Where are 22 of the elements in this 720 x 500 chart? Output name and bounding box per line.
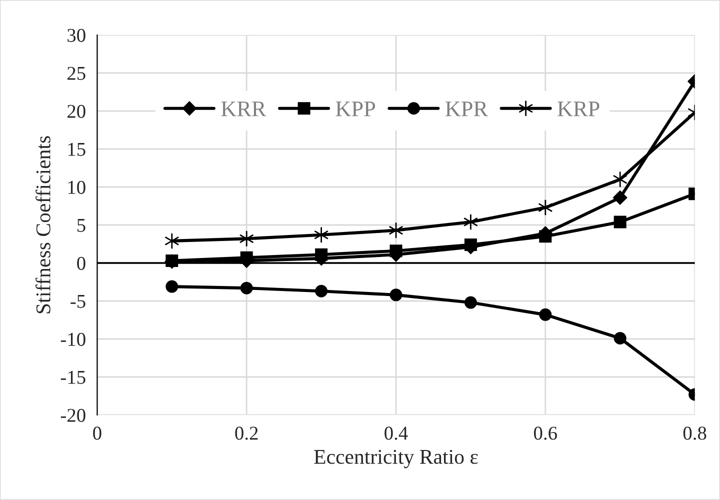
x-tick-label: 0.4 (384, 426, 408, 440)
y-tick-label: 10 (68, 180, 86, 194)
y-tick-label: 30 (68, 28, 86, 42)
x-tick-label: 0.8 (683, 426, 706, 440)
legend-label: KPP (336, 102, 376, 116)
legend-label: KRR (221, 102, 266, 116)
y-tick-label: 20 (68, 104, 86, 118)
y-tick-label: -20 (60, 408, 86, 422)
y-tick-label: -15 (60, 370, 86, 384)
x-tick-label: 0 (93, 426, 102, 440)
y-tick-label: -5 (70, 295, 86, 308)
y-tick-label: 5 (77, 219, 86, 232)
legend-label: KRP (558, 102, 600, 116)
y-tick-label: 15 (68, 142, 86, 156)
y-tick-label: -10 (60, 332, 86, 346)
x-tick-label: 0.2 (235, 426, 258, 440)
legend-label: KPR (445, 102, 488, 116)
y-tick-label: 0 (77, 256, 86, 270)
y-axis-title: Stiffness Coefficients (36, 136, 50, 314)
x-axis-title: Eccentricity Ratio ε (314, 450, 478, 468)
x-tick-label: 0.6 (534, 426, 557, 440)
y-tick-label: 25 (68, 66, 86, 80)
